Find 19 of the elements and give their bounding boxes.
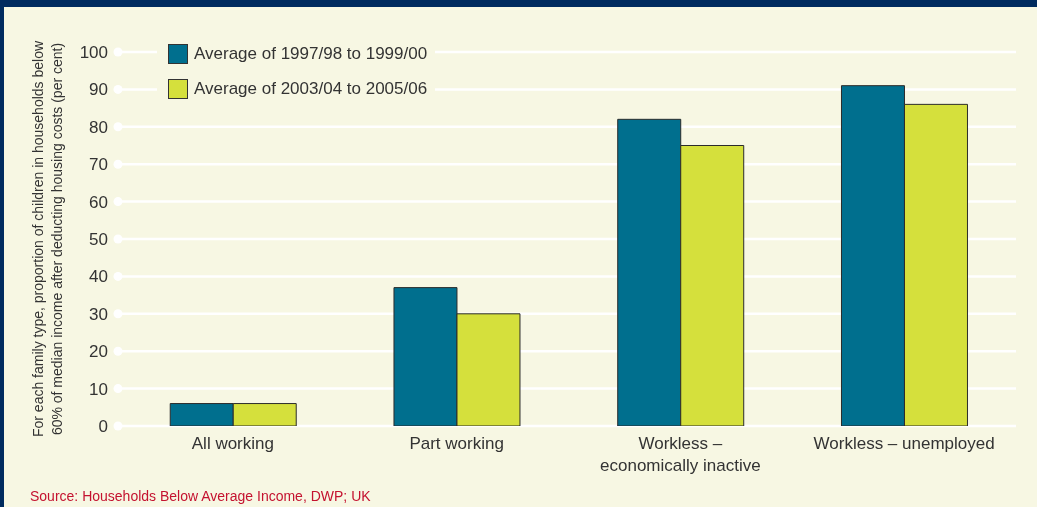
source-note: Source: Households Below Average Income, DWP; UK [30, 488, 371, 504]
y-axis-title: For each family type, proportion of children in households below 60% of median income after deducting housing costs (per cent) [29, 40, 65, 438]
y-tick-label: 40 [89, 267, 108, 287]
y-tick-label: 80 [89, 117, 108, 137]
legend-label: Average of 2003/04 to 2005/06 [194, 78, 428, 99]
y-tick-label: 30 [89, 304, 108, 324]
y-tick-label: 50 [89, 229, 108, 249]
y-tick-label: 100 [79, 42, 108, 62]
y-tick-label: 20 [89, 342, 108, 362]
x-tick-label: Part working [409, 433, 504, 453]
y-tick-label: 60 [89, 192, 108, 212]
y-tick-label: 10 [89, 379, 108, 399]
x-tick-label: Workless – economically inactive [600, 433, 761, 475]
legend-label: Average of 1997/98 to 1999/00 [194, 43, 428, 64]
x-tick-label: All working [191, 433, 274, 453]
x-tick-label: Workless – unemployed [813, 433, 995, 453]
y-tick-label: 0 [98, 416, 108, 436]
y-tick-label: 90 [89, 80, 108, 100]
y-tick-label: 70 [89, 155, 108, 175]
